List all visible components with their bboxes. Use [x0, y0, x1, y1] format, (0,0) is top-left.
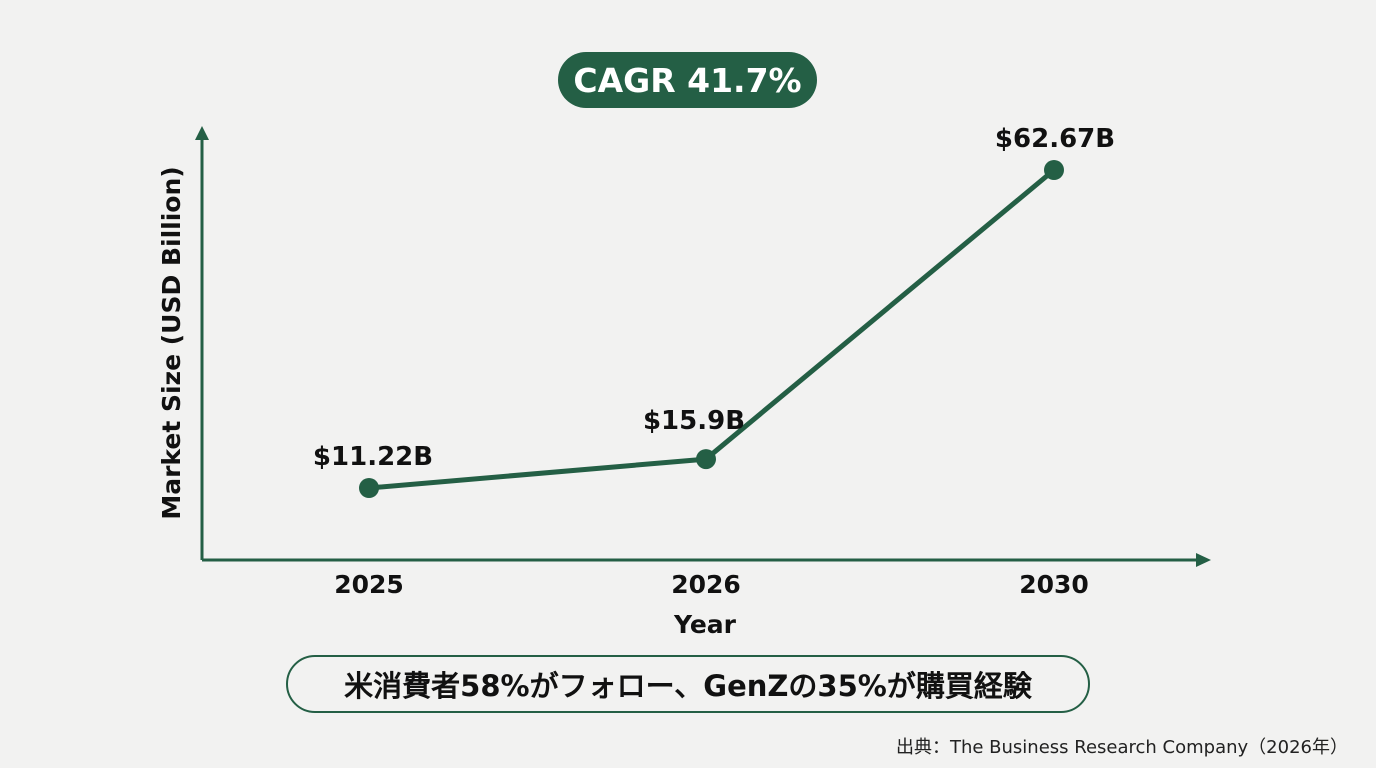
data-point-2025: [359, 478, 379, 498]
series-layer: [359, 160, 1064, 498]
data-point-2026: [696, 449, 716, 470]
y-axis-arrow: [195, 126, 209, 140]
headline-text: 米消費者58%がフォロー、GenZの35%が購買経験: [344, 669, 1032, 703]
data-label-2030: $62.67B: [995, 124, 1115, 154]
x-tick-label-2030: 2030: [1019, 570, 1089, 599]
chart-axes: [195, 126, 1211, 567]
label-layer: $11.22B 2025 $15.9B 2026 $62.67B 2030: [313, 124, 1115, 599]
x-tick-label-2026: 2026: [671, 570, 741, 599]
data-label-2025: $11.22B: [313, 442, 433, 472]
data-label-2026: $15.9B: [643, 406, 745, 436]
source-note: 出典：The Business Research Company（2026年）: [895, 737, 1348, 758]
x-axis-title: Year: [673, 610, 737, 639]
headline-box: 米消費者58%がフォロー、GenZの35%が購買経験: [286, 655, 1090, 713]
series-line: [366, 167, 1057, 491]
data-point-2030: [1044, 160, 1064, 180]
x-tick-label-2025: 2025: [334, 570, 404, 599]
cagr-badge: CAGR 41.7%: [558, 52, 817, 108]
x-axis-arrow: [1196, 553, 1211, 567]
y-axis-title: Market Size (USD Billion): [157, 166, 186, 519]
